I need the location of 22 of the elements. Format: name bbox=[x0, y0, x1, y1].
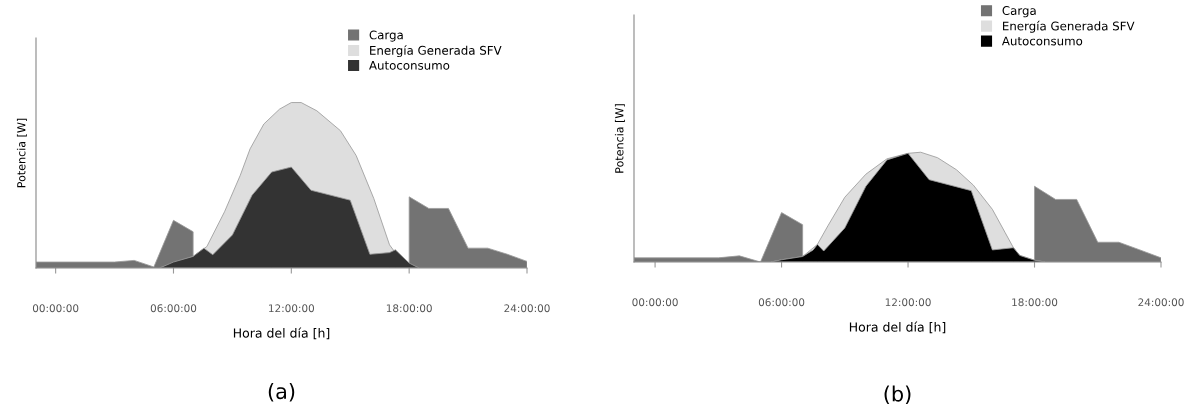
x-tick-label: 00:00:00 bbox=[632, 298, 678, 307]
legend-label: Carga bbox=[369, 30, 403, 42]
text: (a) bbox=[268, 383, 295, 402]
x-axis-title: Hora del día [h] bbox=[849, 321, 946, 334]
y-axis-title: Potencia [W] bbox=[614, 104, 625, 173]
x-tick-label: 06:00:00 bbox=[758, 298, 805, 307]
y-axis-title: Potencia [W] bbox=[16, 118, 27, 188]
legend-label: Energía Generada SFV bbox=[1003, 20, 1135, 33]
x-tick-label: 12:00:00 bbox=[885, 298, 931, 307]
legend-label: Energía Generada SFV bbox=[370, 45, 502, 58]
text: (b) bbox=[884, 385, 911, 405]
x-tick-label: 00:00:00 bbox=[32, 304, 79, 313]
x-tick-label: 18:00:00 bbox=[1012, 298, 1058, 307]
legend-label: Autoconsumo bbox=[1001, 36, 1083, 46]
x-tick-label: 06:00:00 bbox=[150, 304, 197, 313]
x-axis-title: Hora del día [h] bbox=[233, 327, 330, 340]
x-tick-label: 24:00:00 bbox=[1138, 298, 1184, 307]
x-tick-label: 24:00:00 bbox=[504, 304, 550, 313]
x-tick-label: 18:00:00 bbox=[386, 304, 432, 313]
x-tick-label: 12:00:00 bbox=[269, 304, 315, 313]
legend-label: Carga bbox=[1002, 6, 1036, 18]
legend-label: Autoconsumo bbox=[369, 61, 450, 70]
